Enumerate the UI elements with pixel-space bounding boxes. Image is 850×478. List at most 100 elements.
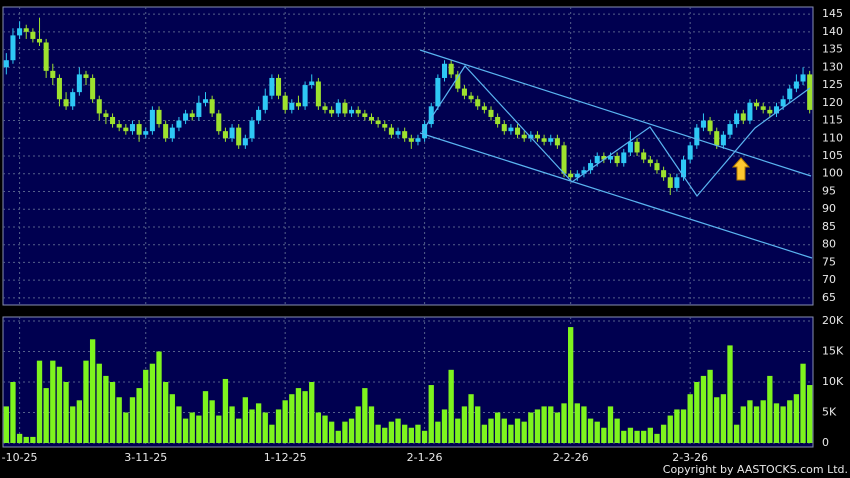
volume-bar bbox=[654, 433, 660, 443]
y-tick-label: 130 bbox=[822, 60, 843, 73]
candle-body bbox=[382, 124, 388, 128]
channel-lower bbox=[419, 132, 813, 259]
candle-body bbox=[641, 152, 647, 160]
y-tick-label: 65 bbox=[822, 291, 836, 304]
candle-body bbox=[302, 85, 308, 107]
volume-bar bbox=[753, 406, 760, 443]
volume-bar bbox=[169, 394, 175, 443]
y-tick-label: 85 bbox=[822, 220, 836, 233]
candle-body bbox=[455, 74, 461, 89]
volume-bar bbox=[269, 424, 275, 443]
candle-body bbox=[242, 138, 248, 146]
candle-body bbox=[229, 127, 235, 139]
candle-body bbox=[156, 109, 162, 125]
volume-bar bbox=[282, 400, 288, 443]
candle-body bbox=[495, 116, 501, 125]
candle-body bbox=[621, 152, 627, 164]
candle-body bbox=[614, 156, 620, 164]
volume-bar bbox=[242, 397, 248, 443]
volume-bar bbox=[760, 400, 766, 443]
volume-bar bbox=[800, 363, 806, 443]
volume-bar bbox=[348, 418, 355, 443]
candle-body bbox=[103, 113, 109, 117]
candle-body bbox=[129, 124, 135, 132]
candle-body bbox=[634, 141, 640, 153]
volume-bar bbox=[747, 400, 753, 443]
candle-body bbox=[475, 99, 481, 107]
candle-body bbox=[402, 131, 408, 139]
y-tick-label: 125 bbox=[822, 78, 843, 91]
candle-body bbox=[448, 63, 454, 75]
copyright: Copyright by AASTOCKS.com Ltd. bbox=[663, 463, 848, 476]
volume-bar bbox=[222, 378, 229, 443]
volume-bar bbox=[103, 375, 109, 443]
candle-body bbox=[408, 138, 414, 142]
volume-bar bbox=[568, 327, 574, 443]
candle-body bbox=[123, 127, 129, 132]
candle-body bbox=[342, 102, 348, 114]
candle-body bbox=[50, 70, 56, 78]
volume-bar bbox=[554, 412, 561, 443]
volume-bar bbox=[315, 412, 322, 443]
candle-body bbox=[461, 88, 467, 96]
candle-body bbox=[163, 124, 169, 139]
volume-bar bbox=[694, 382, 700, 443]
volume-bar bbox=[76, 400, 83, 443]
candle-body bbox=[375, 120, 381, 125]
volume-bar bbox=[3, 406, 9, 443]
volume-bar bbox=[129, 397, 136, 443]
volume-bar bbox=[342, 421, 348, 443]
x-tick-label: -10-25 bbox=[2, 451, 38, 464]
candle-body bbox=[714, 131, 720, 146]
candle-body bbox=[787, 88, 793, 100]
volume-bar bbox=[475, 406, 481, 443]
volume-bar bbox=[375, 424, 381, 443]
volume-bar bbox=[574, 403, 580, 443]
volume-bar bbox=[455, 418, 461, 443]
candle-body bbox=[674, 177, 680, 188]
volume-bar bbox=[780, 406, 786, 443]
volume-bar bbox=[767, 375, 773, 443]
marks bbox=[3, 17, 813, 443]
x-tick-label: 3-11-25 bbox=[124, 451, 167, 464]
volume-bar bbox=[521, 421, 527, 443]
volume-bar bbox=[216, 415, 222, 443]
candle-body bbox=[488, 109, 494, 117]
candle-body bbox=[667, 177, 673, 188]
volume-bar bbox=[541, 406, 547, 443]
candle-body bbox=[169, 127, 175, 139]
y-tick-label: 140 bbox=[822, 25, 843, 38]
volume-bar bbox=[634, 430, 640, 443]
volume-bar bbox=[50, 360, 56, 443]
candle-body bbox=[515, 127, 521, 135]
volume-bar bbox=[16, 433, 23, 443]
candle-body bbox=[435, 77, 441, 107]
volume-bar bbox=[382, 427, 388, 443]
volume-bar bbox=[773, 403, 780, 443]
candle-body bbox=[694, 127, 700, 146]
candle-body bbox=[568, 173, 574, 178]
candle-body bbox=[468, 95, 474, 100]
volume-bar bbox=[89, 339, 96, 443]
candle-body bbox=[780, 99, 786, 107]
candle-body bbox=[428, 106, 434, 125]
volume-bar bbox=[275, 409, 282, 443]
volume-bar bbox=[156, 351, 162, 443]
volume-bar bbox=[428, 385, 434, 443]
volume-tick-label: 20K bbox=[822, 314, 844, 327]
candle-body bbox=[554, 138, 560, 146]
y-tick-label: 70 bbox=[822, 273, 836, 286]
channel-upper bbox=[419, 49, 812, 177]
volume-bar bbox=[322, 415, 328, 443]
y-tick-label: 120 bbox=[822, 96, 843, 109]
candle-body bbox=[63, 99, 69, 107]
candle-body bbox=[501, 124, 507, 132]
candle-body bbox=[3, 60, 9, 68]
candle-body bbox=[800, 74, 806, 82]
volume-bar bbox=[561, 403, 567, 443]
volume-bar bbox=[402, 424, 408, 443]
volume-bar bbox=[182, 418, 189, 443]
volume-bar bbox=[660, 424, 667, 443]
candle-body bbox=[773, 106, 780, 114]
y-tick-label: 115 bbox=[822, 114, 843, 127]
